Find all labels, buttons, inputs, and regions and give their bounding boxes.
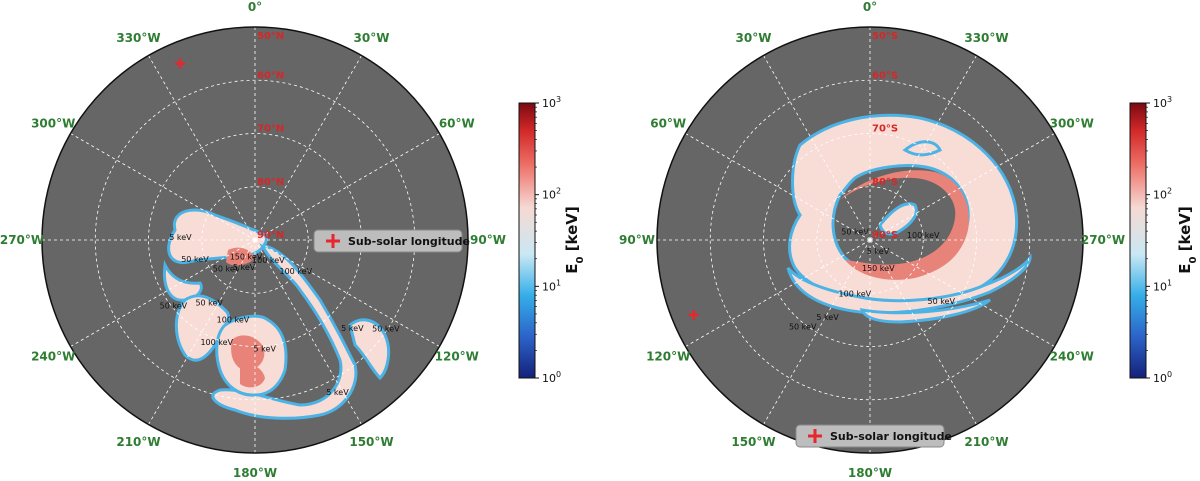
south-contour-label: 150 keV <box>862 264 895 273</box>
north-longitude-label: 330°W <box>116 31 160 45</box>
north-contour-label: 50 keV <box>160 301 188 310</box>
south-longitude-label: 0° <box>863 0 877 14</box>
south-subsolar-marker <box>688 309 699 320</box>
north-legend-label: Sub-solar longitude <box>348 235 470 248</box>
south-contour-label: 50 keV <box>789 322 817 331</box>
south-longitude-label: 180°W <box>848 466 892 480</box>
south-longitude-label: 300°W <box>1050 117 1094 131</box>
north-longitude-label: 0° <box>248 0 262 14</box>
north-latitude-circle <box>201 186 309 294</box>
north-latitude-labels: 50°N 60°N 70°N 80°N 90°N <box>257 31 284 241</box>
south-latitude-circle <box>763 133 977 347</box>
south-colorbar-ticks: 100 101 102 103 <box>1146 95 1172 385</box>
north-longitude-label: 270°W <box>0 233 44 247</box>
south-graticule <box>657 27 1083 453</box>
south-latitude-label: 80°S <box>872 177 898 188</box>
south-contour-label: 50 keV <box>841 228 869 237</box>
north-latitude-label: 70°N <box>257 124 284 135</box>
north-colorbar-tick-label: 101 <box>542 278 561 293</box>
north-aurora-ring <box>162 208 391 420</box>
north-colorbar-tick-label: 100 <box>542 370 561 385</box>
north-contour-label: 50 keV <box>372 325 400 334</box>
north-colorbar-ticks: 100 101 102 103 <box>535 95 561 385</box>
south-legend-label: Sub-solar longitude <box>830 430 952 443</box>
south-longitude-label: 270°W <box>1081 233 1125 247</box>
north-contour-label: 50 keV <box>213 265 241 274</box>
north-contour-label: 100 keV <box>217 315 250 324</box>
south-contour-label: 50 keV <box>927 297 955 306</box>
south-longitude-label: 60°W <box>650 117 686 131</box>
north-longitude-label: 60°W <box>439 117 475 131</box>
south-latitude-label: 90°S <box>872 230 898 241</box>
south-colorbar-tick-label: 100 <box>1153 370 1172 385</box>
south-legend: Sub-solar longitude <box>795 424 952 448</box>
north-latitude-label: 90°N <box>257 230 284 241</box>
south-contour-label: 100 keV <box>907 231 940 240</box>
north-contour-label: 5 keV <box>326 388 349 397</box>
south-polar-panel: 50°S 60°S 70°S 80°S 90°S 0° 30°W 60°W 90°W 120°W… <box>619 0 1198 480</box>
north-contour-label: 5 keV <box>169 233 192 242</box>
north-contour-label: 50 keV <box>181 255 209 264</box>
north-contour-label: 100 keV <box>200 338 233 347</box>
north-colorbar-label: E0 [keV] <box>563 206 586 274</box>
south-latitude-label: 60°S <box>872 70 898 81</box>
south-longitude-label: 330°W <box>964 31 1008 45</box>
south-colorbar-tick-label: 102 <box>1153 187 1172 202</box>
north-latitude-label: 50°N <box>257 31 284 42</box>
north-colorbar-tick-label: 102 <box>542 187 561 202</box>
north-latitude-label: 80°N <box>257 177 284 188</box>
south-aurora-ring <box>786 113 1032 324</box>
south-longitude-label: 120°W <box>646 350 690 364</box>
north-legend: Sub-solar longitude <box>313 229 470 253</box>
south-contour-label: 100 keV <box>839 290 872 299</box>
north-contour-label: 50 keV <box>195 298 223 307</box>
north-contour-label: 5 keV <box>233 263 256 272</box>
north-longitude-labels: 0° 30°W 60°W 90°W 120°W 150°W 180°W 210°W 240°W 2… <box>0 0 506 480</box>
north-contour-label: 5 keV <box>254 344 277 353</box>
north-longitude-label: 30°W <box>354 31 390 45</box>
south-longitude-label: 90°W <box>619 233 655 247</box>
south-latitude-circle <box>709 79 1031 401</box>
north-contour-label: 5 keV <box>341 324 364 333</box>
south-latitude-label: 70°S <box>872 124 898 135</box>
south-colorbar-tick-label: 101 <box>1153 278 1172 293</box>
north-polar-panel: 50°N 60°N 70°N 80°N 90°N 0° 30°W 60°W 90°W 120°W… <box>0 0 586 480</box>
south-longitude-label: 30°W <box>736 31 772 45</box>
north-contour-label: 100 keV <box>252 256 285 265</box>
north-aurora <box>162 208 391 420</box>
north-longitude-label: 180°W <box>233 466 277 480</box>
north-longitude-label: 90°W <box>470 233 506 247</box>
north-contour-label: 100 keV <box>280 267 313 276</box>
north-longitude-label: 150°W <box>349 435 393 449</box>
south-map-outline <box>656 26 1084 454</box>
north-colorbar-tick-label: 103 <box>542 95 561 110</box>
south-colorbar-label: E0 [keV] <box>1176 206 1199 274</box>
south-latitude-circle <box>816 186 924 294</box>
south-longitude-labels: 0° 30°W 60°W 90°W 120°W 150°W 180°W 210°W 240°W 2… <box>619 0 1125 480</box>
north-legend-marker-icon <box>326 234 340 248</box>
north-subsolar-marker <box>175 58 186 69</box>
south-longitude-label: 240°W <box>1050 350 1094 364</box>
north-contour-label: 150 keV <box>230 252 263 261</box>
south-latitude-label: 50°S <box>872 31 898 42</box>
south-latitude-labels: 50°S 60°S 70°S 80°S 90°S <box>872 31 898 241</box>
south-longitude-label: 150°W <box>731 435 775 449</box>
south-contour-label: 5 keV <box>816 313 839 322</box>
south-longitude-label: 210°W <box>964 435 1008 449</box>
south-aurora <box>786 113 1032 324</box>
north-colorbar: 100 101 102 103 E0 [keV] <box>518 95 586 385</box>
north-map-outline <box>41 26 469 454</box>
north-longitude-label: 210°W <box>116 435 160 449</box>
south-colorbar: 100 101 102 103 E0 [keV] <box>1129 95 1199 385</box>
south-legend-marker-icon <box>808 429 822 443</box>
north-longitude-label: 120°W <box>435 350 479 364</box>
north-longitude-label: 240°W <box>31 350 75 364</box>
north-longitude-label: 300°W <box>31 117 75 131</box>
south-colorbar-tick-label: 103 <box>1153 95 1172 110</box>
north-latitude-label: 60°N <box>257 70 284 81</box>
south-contour-label: 5 keV <box>867 247 890 256</box>
